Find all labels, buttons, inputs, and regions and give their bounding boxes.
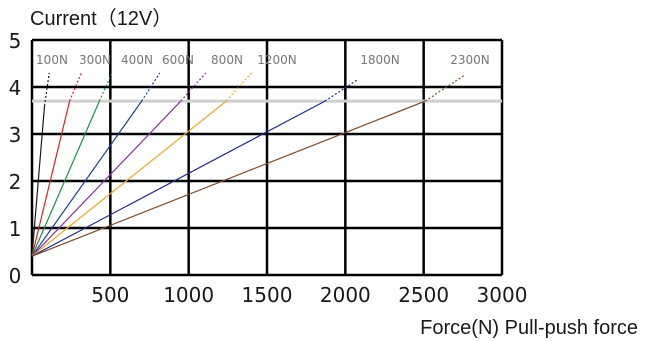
series-line-extension	[69, 72, 82, 102]
series-line	[31, 105, 46, 257]
series-label: 400N	[121, 53, 153, 67]
x-axis-title: Force(N) Pull-push force	[420, 317, 638, 339]
x-tick-label: 2500	[398, 283, 449, 307]
series-label: 100N	[36, 53, 68, 67]
y-tick-label: 2	[9, 170, 22, 194]
series-label: 300N	[79, 53, 111, 67]
series-labels: 100N 300N 400N 600N 800N 1200N 1800N 2300N	[36, 53, 490, 67]
y-tick-label: 1	[9, 217, 22, 241]
x-tick-label: 1000	[163, 283, 214, 307]
series-line	[31, 100, 143, 257]
x-tick-label: 2000	[320, 283, 371, 307]
series-lines	[31, 72, 465, 257]
x-tick-label: 500	[91, 283, 129, 307]
series-line	[31, 100, 71, 257]
x-tick-label: 1500	[242, 283, 293, 307]
grid	[30, 38, 504, 277]
y-tick-label: 0	[9, 264, 22, 288]
y-tick-label: 5	[9, 29, 22, 53]
series-label: 1200N	[257, 53, 297, 67]
series-label: 800N	[211, 53, 243, 67]
tick-labels: 500 1000 1500 2000 2500 3000 0 1 2 3 4 5	[9, 29, 528, 307]
series-line	[31, 100, 227, 257]
y-tick-label: 3	[9, 123, 22, 147]
x-tick-label: 3000	[477, 283, 528, 307]
y-tick-label: 4	[9, 76, 22, 100]
series-line	[31, 100, 426, 257]
series-line-extension	[141, 72, 161, 102]
series-line-extension	[43, 72, 50, 106]
series-line	[31, 100, 100, 257]
series-label: 600N	[162, 53, 194, 67]
series-line-extension	[324, 79, 358, 102]
series-line	[31, 100, 326, 257]
series-label: 2300N	[450, 53, 490, 67]
series-label: 1800N	[360, 53, 400, 67]
series-line	[31, 100, 182, 257]
chart-title: Current（12V）	[30, 7, 172, 30]
series-line-extension	[98, 72, 113, 102]
